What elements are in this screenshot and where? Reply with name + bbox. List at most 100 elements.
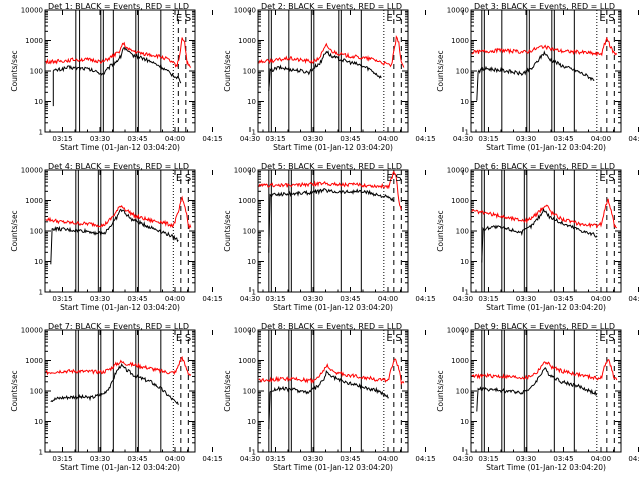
y-tick-label: 1: [465, 289, 469, 297]
events-series-line: [476, 50, 595, 101]
x-tick-label: 03:30: [90, 455, 110, 463]
y-tick-label: 1: [252, 449, 256, 457]
events-series-line: [268, 50, 382, 91]
x-tick-label: 03:15: [478, 455, 498, 463]
x-tick-label: 03:15: [52, 455, 72, 463]
x-tick-label: 04:00: [165, 295, 185, 303]
y-tick-label: 10000: [447, 167, 469, 175]
annotation-s: S: [185, 173, 191, 184]
x-axis-label: Start Time (01-Jan-12 03:04:20): [486, 303, 606, 312]
lld-series-line: [45, 37, 192, 68]
y-axis-label: Counts/sec: [223, 370, 232, 411]
x-tick-label: 04:00: [165, 455, 185, 463]
x-tick-label: 04:00: [378, 455, 398, 463]
x-tick-label: 03:15: [478, 135, 498, 143]
y-tick-label: 1000: [238, 37, 256, 45]
x-tick-label: 04:15: [415, 135, 435, 143]
annotation-e: E: [176, 173, 182, 184]
y-tick-label: 10: [247, 258, 256, 266]
panel-title: Det 5: BLACK = Events, RED = LLD: [261, 162, 402, 171]
x-tick-label: 04:15: [202, 295, 222, 303]
y-tick-label: 10000: [234, 327, 256, 335]
y-tick-label: 100: [30, 228, 43, 236]
lld-series-line: [471, 198, 617, 229]
x-tick-label: 03:45: [127, 135, 147, 143]
y-tick-label: 1000: [451, 37, 469, 45]
lld-series-line: [258, 170, 402, 210]
x-tick-label: 04:30: [240, 295, 260, 303]
x-tick-label: 03:45: [340, 455, 360, 463]
x-tick-label: 04:30: [453, 455, 473, 463]
x-tick-label: 03:30: [303, 135, 323, 143]
y-tick-label: 100: [456, 388, 469, 396]
x-tick-label: 03:45: [553, 455, 573, 463]
plot-frame: [257, 329, 409, 453]
x-tick-label: 04:00: [378, 135, 398, 143]
annotation-e: E: [386, 173, 392, 184]
x-axis-label: Start Time (01-Jan-12 03:04:20): [273, 143, 393, 152]
y-tick-label: 100: [30, 68, 43, 76]
annotation-s: S: [608, 173, 614, 184]
y-tick-label: 10: [247, 98, 256, 106]
panel-title: Det 2: BLACK = Events, RED = LLD: [261, 2, 402, 11]
y-tick-label: 10: [460, 258, 469, 266]
y-tick-label: 1: [465, 449, 469, 457]
annotation-e: E: [176, 13, 182, 24]
x-tick-label: 04:00: [378, 295, 398, 303]
x-axis-label: Start Time (01-Jan-12 03:04:20): [60, 143, 180, 152]
y-tick-label: 1: [252, 129, 256, 137]
y-tick-label: 10: [460, 418, 469, 426]
x-tick-label: 04:00: [591, 135, 611, 143]
events-series-line: [50, 208, 179, 265]
y-tick-label: 10000: [447, 7, 469, 15]
x-tick-label: 03:30: [516, 135, 536, 143]
lld-series-line: [471, 359, 618, 381]
y-tick-label: 1: [465, 129, 469, 137]
x-axis-label: Start Time (01-Jan-12 03:04:20): [486, 463, 606, 472]
annotation-e: E: [599, 13, 605, 24]
y-axis-label: Counts/sec: [10, 50, 19, 91]
x-tick-label: 03:30: [516, 295, 536, 303]
y-tick-label: 1000: [451, 197, 469, 205]
x-tick-label: 03:15: [265, 295, 285, 303]
x-axis-label: Start Time (01-Jan-12 03:04:20): [273, 463, 393, 472]
x-tick-label: 03:45: [553, 135, 573, 143]
plot-frame: [470, 329, 622, 453]
x-axis-label: Start Time (01-Jan-12 03:04:20): [486, 143, 606, 152]
annotation-e: E: [176, 333, 182, 344]
y-tick-label: 1000: [451, 357, 469, 365]
annotation-s: S: [395, 173, 401, 184]
y-tick-label: 100: [456, 68, 469, 76]
x-tick-label: 03:45: [340, 135, 360, 143]
y-axis-label: Counts/sec: [10, 370, 19, 411]
detector-panel-5: Det 5: BLACK = Events, RED = LLD11010010…: [223, 162, 473, 312]
x-tick-label: 03:30: [90, 135, 110, 143]
x-tick-label: 03:30: [90, 295, 110, 303]
y-tick-label: 1000: [238, 197, 256, 205]
annotation-e: E: [599, 173, 605, 184]
plot-frame: [257, 169, 409, 293]
detector-panel-2: Det 2: BLACK = Events, RED = LLD11010010…: [223, 2, 473, 152]
x-tick-label: 03:15: [478, 295, 498, 303]
annotation-s: S: [395, 13, 401, 24]
x-axis-label: Start Time (01-Jan-12 03:04:20): [273, 303, 393, 312]
x-tick-label: 04:15: [415, 295, 435, 303]
plot-frame: [44, 169, 196, 293]
x-tick-label: 03:45: [127, 295, 147, 303]
y-axis-label: Counts/sec: [223, 50, 232, 91]
panel-title: Det 8: BLACK = Events, RED = LLD: [261, 322, 402, 331]
annotation-s: S: [608, 13, 614, 24]
annotation-s: S: [185, 13, 191, 24]
panel-title: Det 9: BLACK = Events, RED = LLD: [474, 322, 615, 331]
panel-title: Det 3: BLACK = Events, RED = LLD: [474, 2, 615, 11]
events-series-line: [50, 363, 179, 406]
y-tick-label: 1: [39, 449, 43, 457]
y-tick-label: 1000: [25, 357, 43, 365]
lld-series-line: [471, 36, 618, 57]
plot-frame: [44, 329, 196, 453]
y-axis-label: Counts/sec: [223, 210, 232, 251]
x-tick-label: 04:00: [591, 295, 611, 303]
y-tick-label: 1: [39, 129, 43, 137]
annotation-s: S: [608, 333, 614, 344]
y-tick-label: 10000: [21, 167, 43, 175]
